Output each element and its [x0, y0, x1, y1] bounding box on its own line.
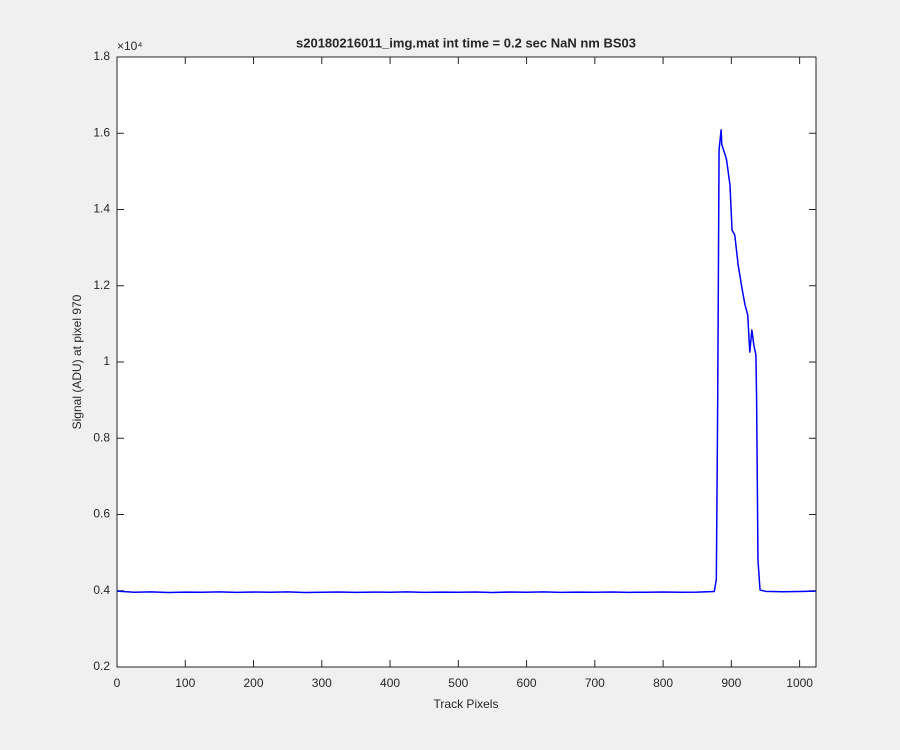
data-line — [116, 129, 817, 594]
y-tick-label: 1.6 — [93, 125, 110, 139]
y-tick-label: 1.2 — [93, 278, 110, 292]
x-tick-label: 200 — [244, 676, 264, 690]
y-tick-label: 1.8 — [93, 49, 110, 63]
y-tick-label: 0.2 — [93, 659, 110, 673]
y-tick-label: 0.6 — [93, 507, 110, 521]
y-tick-label: 0.8 — [93, 430, 110, 444]
plot-area — [117, 57, 816, 667]
x-tick-label: 500 — [448, 676, 468, 690]
x-tick-label: 300 — [312, 676, 332, 690]
x-tick-label: 100 — [175, 676, 195, 690]
x-axis-label: Track Pixels — [434, 697, 499, 711]
x-tick-label: 700 — [585, 676, 605, 690]
x-tick-label: 600 — [517, 676, 537, 690]
y-tick-label: 1.4 — [93, 202, 110, 216]
x-tick-label: 0 — [114, 676, 121, 690]
y-tick-label: 1 — [103, 354, 110, 368]
x-tick-label: 400 — [380, 676, 400, 690]
y-tick-label: 0.4 — [93, 583, 110, 597]
y-multiplier: ×10⁴ — [117, 39, 143, 53]
chart-title: s20180216011_img.mat int time = 0.2 sec … — [296, 35, 636, 50]
x-tick-label: 800 — [653, 676, 673, 690]
y-axis-label: Signal (ADU) at pixel 970 — [70, 294, 84, 429]
x-tick-label: 1000 — [786, 676, 813, 690]
x-tick-label: 900 — [721, 676, 741, 690]
axes-box — [116, 56, 817, 668]
